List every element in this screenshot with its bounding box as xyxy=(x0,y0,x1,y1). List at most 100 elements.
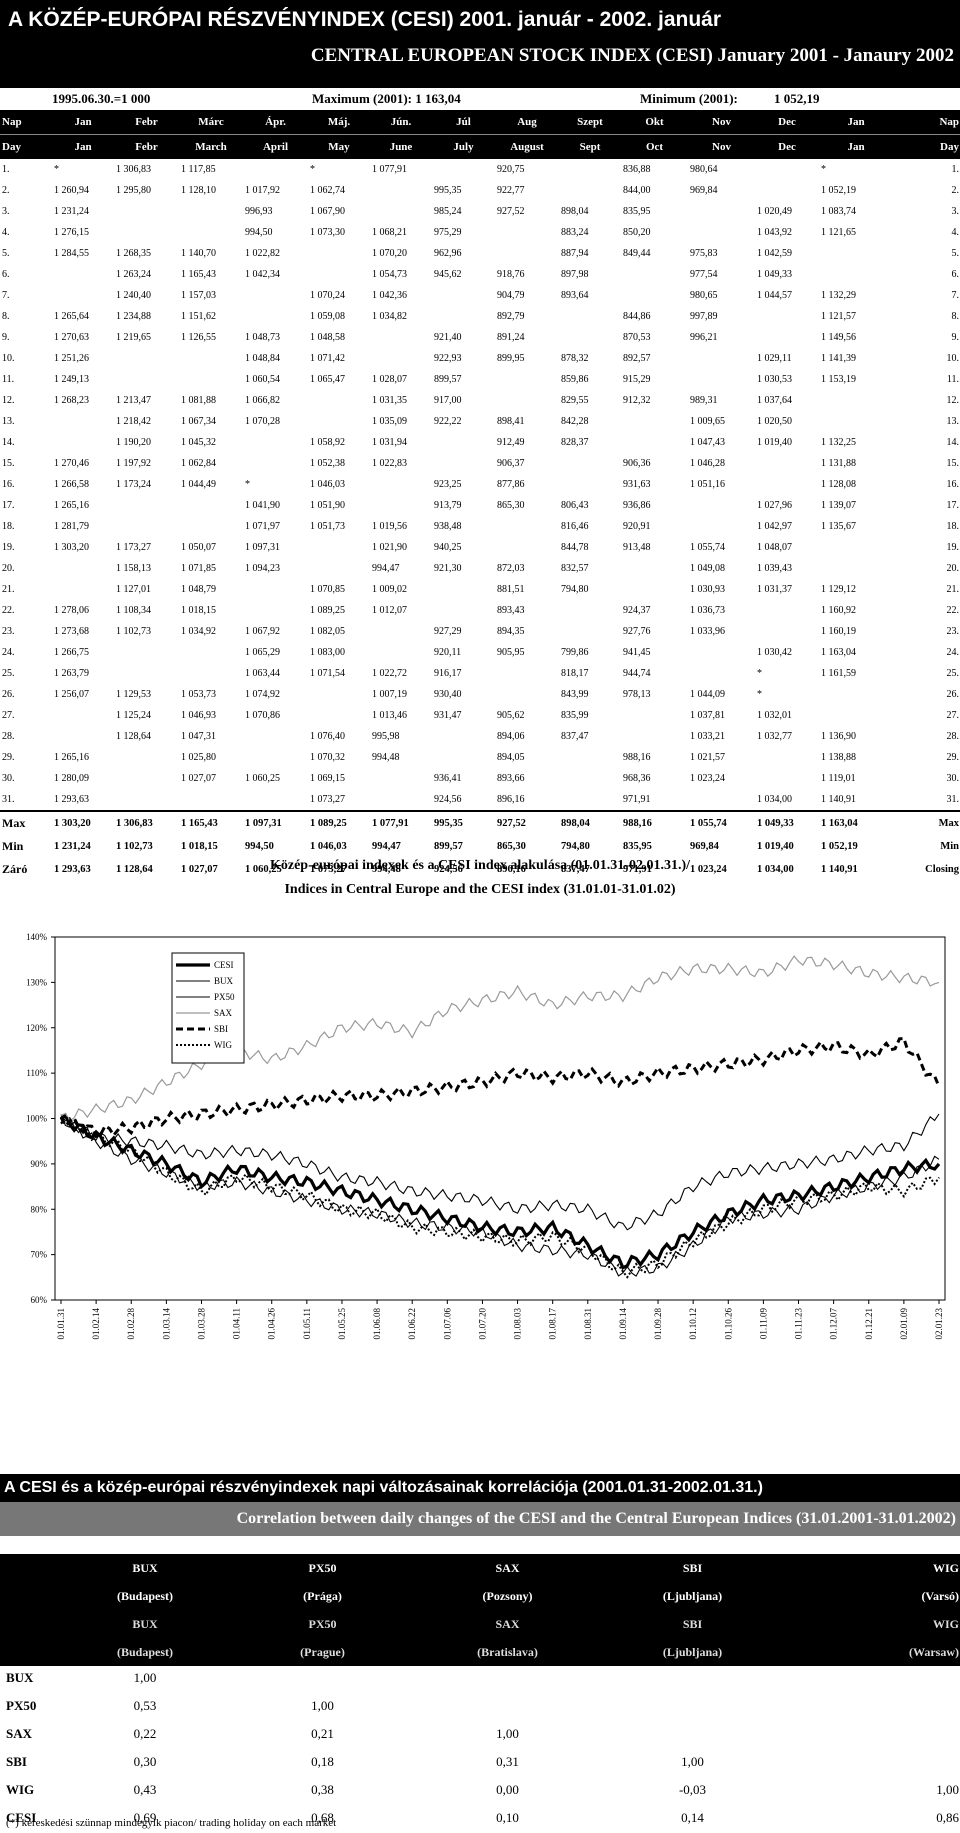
table-cell: Jan xyxy=(52,134,114,159)
table-cell: 969,84 xyxy=(690,841,719,852)
corr-header-cities-hu: (Budapest) (Prága) (Pozsony) (Ljubljana) (Va… xyxy=(0,1582,960,1610)
table-cell: 1 160,92 xyxy=(821,605,856,616)
table-cell: 906,37 xyxy=(497,458,525,469)
table-cell xyxy=(559,474,621,495)
table-cell: 835,99 xyxy=(561,710,589,721)
table-cell: 1 071,85 xyxy=(181,563,216,574)
table-cell: 927,76 xyxy=(623,626,651,637)
table-cell: 1 034,82 xyxy=(372,311,407,322)
table-cell xyxy=(179,642,243,663)
table-cell: 1 030,93 xyxy=(690,584,725,595)
table-cell: 1 071,97 xyxy=(245,521,280,532)
corr-header-names-en: BUX PX50 SAX SBI WIG xyxy=(0,1610,960,1638)
table-cell: * xyxy=(757,668,762,679)
minimum-value: 1 052,19 xyxy=(774,91,820,106)
table-cell: 923,25 xyxy=(434,479,462,490)
table-cell: 1 293,63 xyxy=(54,794,89,805)
table-cell: 1 020,49 xyxy=(757,206,792,217)
table-cell xyxy=(370,621,432,642)
table-cell: 1 042,97 xyxy=(757,521,792,532)
header-cell: (Varsó) xyxy=(785,1582,960,1610)
table-cell xyxy=(179,516,243,537)
table-cell: 938,48 xyxy=(434,521,462,532)
table-cell: 1 121,57 xyxy=(821,311,856,322)
table-cell: 1 213,47 xyxy=(116,395,151,406)
table-cell: 870,53 xyxy=(623,332,651,343)
correlation-title-english: Correlation between daily changes of the… xyxy=(0,1502,960,1536)
table-cell: 971,91 xyxy=(623,794,651,805)
table-cell: 1 059,08 xyxy=(310,311,345,322)
table-cell: 1 089,25 xyxy=(308,810,370,835)
x-tick-label: 01.04.26 xyxy=(267,1308,277,1340)
table-cell: 962,96 xyxy=(434,248,462,259)
table-cell: 1 009,02 xyxy=(372,584,407,595)
table-cell: 1 119,01 xyxy=(821,773,856,784)
table-cell: 1 306,83 xyxy=(114,810,179,835)
table-cell: 22. xyxy=(946,605,960,616)
table-cell xyxy=(114,348,179,369)
table-cell xyxy=(819,243,893,264)
table-cell: 1 073,27 xyxy=(310,864,347,875)
table-cell xyxy=(755,474,819,495)
x-tick-label: 01.12.07 xyxy=(829,1308,839,1340)
corr-value: 0,68 xyxy=(311,1810,334,1825)
table-cell: 1 071,42 xyxy=(310,353,345,364)
x-tick-label: 01.06.08 xyxy=(372,1308,382,1340)
table-cell xyxy=(495,243,559,264)
corr-row: SAX 0,22 0,21 1,00 xyxy=(0,1720,960,1748)
table-cell: 1 270,63 xyxy=(54,332,89,343)
table-cell: 996,93 xyxy=(245,206,273,217)
table-cell: 1 256,07 xyxy=(54,689,89,700)
x-tick-label: 01.08.03 xyxy=(513,1308,523,1340)
table-cell: 971,91 xyxy=(623,864,652,875)
table-cell: 24. xyxy=(946,647,960,658)
table-cell: 1 048,79 xyxy=(181,584,216,595)
table-cell xyxy=(243,747,308,768)
table-cell xyxy=(243,159,308,180)
table-cell xyxy=(370,642,432,663)
table-row: 23. 1 273,68 1 102,73 1 034,92 1 067,92 1 082… xyxy=(0,621,960,642)
table-cell: 887,94 xyxy=(561,248,589,259)
table-row: 13. 1 218,42 1 067,34 1 070,28 1 035,09 922,2… xyxy=(0,411,960,432)
header-cell: (Pozsony) xyxy=(415,1582,600,1610)
table-cell xyxy=(432,159,495,180)
correlation-header: BUX PX50 SAX SBI WIG (Budapest) (Prága) (Pozson… xyxy=(0,1554,960,1666)
table-cell: 988,16 xyxy=(623,752,651,763)
x-tick-label: 01.08.17 xyxy=(548,1308,558,1340)
table-cell: 1 108,34 xyxy=(116,605,151,616)
table-cell: 22. xyxy=(2,605,15,616)
table-cell xyxy=(621,579,688,600)
table-cell xyxy=(621,264,688,285)
table-cell: 17. xyxy=(2,500,15,511)
header-cell: WIG xyxy=(785,1610,960,1638)
table-cell xyxy=(114,495,179,516)
table-cell: Nap xyxy=(893,110,960,135)
row-label: WIG xyxy=(6,1782,35,1797)
header-cell: SAX xyxy=(415,1610,600,1638)
table-cell xyxy=(621,285,688,306)
x-tick-label: 01.08.31 xyxy=(583,1308,593,1340)
table-cell: * xyxy=(757,689,762,700)
table-cell xyxy=(621,726,688,747)
table-cell: 995,35 xyxy=(432,810,495,835)
table-cell: 1 129,53 xyxy=(116,689,151,700)
table-cell: 922,22 xyxy=(434,416,462,427)
table-cell: 1 128,10 xyxy=(181,185,216,196)
table-cell: Nap xyxy=(0,110,52,135)
table-cell: 4. xyxy=(951,227,960,238)
table-cell: 1 094,23 xyxy=(245,563,280,574)
series-line-sbi xyxy=(59,1036,941,1138)
table-row: 2. 1 260,94 1 295,80 1 128,10 1 017,92 1 062,… xyxy=(0,180,960,201)
table-cell xyxy=(432,285,495,306)
table-row: 8. 1 265,64 1 234,88 1 151,62 1 059,08 1 034,… xyxy=(0,306,960,327)
table-cell: Dec xyxy=(755,134,819,159)
table-cell: 1 022,72 xyxy=(372,668,407,679)
table-cell: Nov xyxy=(688,110,755,135)
table-cell: 13. xyxy=(2,416,15,427)
table-cell: 1 074,92 xyxy=(245,689,280,700)
x-tick-label: 01.05.11 xyxy=(302,1308,312,1339)
table-cell: 1 190,20 xyxy=(116,437,151,448)
table-cell: 1. xyxy=(951,164,960,175)
table-header-hungarian: Nap Jan Febr Márc Ápr. Máj. Jún. Júl Aug Szept Okt… xyxy=(0,110,960,135)
table-cell: 1 263,79 xyxy=(54,668,89,679)
